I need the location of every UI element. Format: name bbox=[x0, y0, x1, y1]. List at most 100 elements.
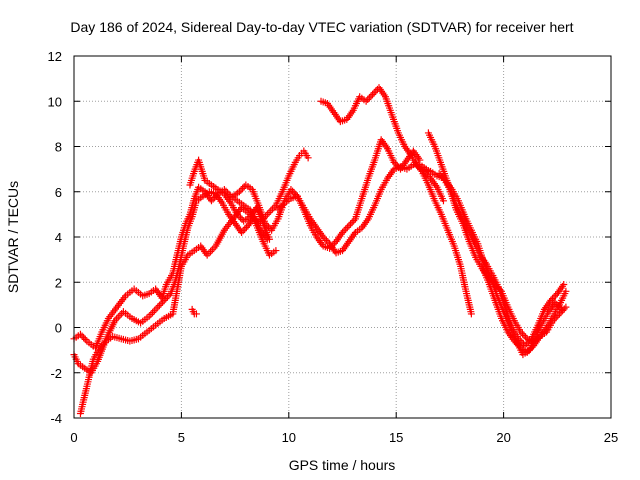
series-11 bbox=[435, 170, 566, 359]
data-point bbox=[160, 296, 168, 304]
data-point-fill bbox=[242, 223, 250, 231]
x-tick-label: 20 bbox=[496, 430, 510, 445]
data-point-fill bbox=[155, 301, 163, 309]
data-point bbox=[517, 328, 525, 336]
y-axis-label: SDTVAR / TECUs bbox=[5, 181, 21, 293]
data-point-fill bbox=[523, 340, 531, 348]
x-tick-label: 0 bbox=[70, 430, 77, 445]
data-point-fill bbox=[524, 338, 532, 346]
data-point bbox=[233, 210, 241, 218]
data-point bbox=[439, 197, 447, 205]
data-point-fill bbox=[324, 238, 332, 246]
data-point-fill bbox=[365, 94, 373, 102]
data-point-fill bbox=[241, 225, 249, 233]
data-point-fill bbox=[276, 204, 284, 212]
data-point bbox=[345, 222, 353, 230]
data-point-fill bbox=[553, 300, 561, 308]
data-point-fill bbox=[548, 295, 556, 303]
data-point-fill bbox=[556, 304, 564, 312]
x-tick-label: 15 bbox=[389, 430, 403, 445]
data-point bbox=[235, 188, 243, 196]
data-point-fill bbox=[165, 291, 173, 299]
series-12 bbox=[186, 156, 273, 243]
data-point-fill bbox=[518, 330, 526, 338]
y-tick-label: 6 bbox=[55, 185, 62, 200]
data-point-fill bbox=[520, 331, 528, 339]
data-points bbox=[70, 84, 570, 417]
data-point bbox=[192, 310, 200, 318]
data-point bbox=[558, 305, 566, 313]
data-point-fill bbox=[438, 173, 446, 181]
data-point bbox=[339, 228, 346, 236]
data-point-fill bbox=[152, 305, 160, 313]
y-tick-label: 2 bbox=[55, 275, 62, 290]
data-point-fill bbox=[81, 335, 89, 343]
series-7 bbox=[420, 165, 570, 345]
data-point-fill bbox=[78, 332, 86, 340]
data-point-fill bbox=[321, 235, 329, 243]
data-point-fill bbox=[114, 313, 122, 321]
x-tick-label: 25 bbox=[604, 430, 618, 445]
data-point bbox=[76, 330, 84, 338]
data-point bbox=[238, 228, 246, 236]
data-point-fill bbox=[437, 171, 445, 179]
data-point bbox=[207, 197, 215, 205]
chart-title: Day 186 of 2024, Sidereal Day-to-day VTE… bbox=[70, 19, 573, 35]
data-point bbox=[390, 158, 398, 166]
data-point-fill bbox=[101, 339, 109, 347]
data-point bbox=[562, 287, 570, 295]
data-point bbox=[154, 303, 162, 311]
series-1 bbox=[70, 183, 280, 352]
series-3 bbox=[76, 147, 312, 417]
data-point-fill bbox=[80, 334, 88, 342]
y-tick-label: 12 bbox=[48, 49, 62, 64]
data-point-fill bbox=[340, 227, 348, 235]
data-point-fill bbox=[290, 189, 298, 197]
data-point-fill bbox=[147, 310, 155, 318]
data-point-fill bbox=[239, 227, 247, 235]
series-5 bbox=[274, 161, 430, 257]
series-9 bbox=[412, 158, 475, 318]
data-point bbox=[435, 170, 443, 178]
data-point-fill bbox=[289, 187, 297, 195]
x-axis-label: GPS time / hours bbox=[289, 457, 396, 473]
y-tick-label: 8 bbox=[55, 140, 62, 155]
data-point-fill bbox=[150, 307, 158, 315]
data-point bbox=[551, 299, 559, 307]
data-point-fill bbox=[163, 293, 171, 301]
y-tick-label: -2 bbox=[50, 366, 62, 381]
y-tick-label: 0 bbox=[55, 321, 62, 336]
data-point-fill bbox=[550, 293, 558, 301]
x-tick-label: 10 bbox=[282, 430, 296, 445]
data-point-fill bbox=[348, 218, 356, 226]
series-4 bbox=[229, 136, 424, 252]
data-point-fill bbox=[267, 207, 275, 215]
data-point-fill bbox=[209, 195, 217, 203]
data-point-fill bbox=[370, 89, 378, 97]
data-point-fill bbox=[277, 202, 285, 210]
data-point-fill bbox=[208, 246, 216, 254]
data-point bbox=[319, 233, 327, 241]
data-point-fill bbox=[268, 205, 276, 213]
data-point bbox=[287, 185, 295, 193]
data-point-fill bbox=[440, 175, 448, 183]
data-point-fill bbox=[279, 201, 287, 209]
data-point-fill bbox=[235, 212, 243, 220]
data-point-fill bbox=[207, 247, 215, 255]
data-point-fill bbox=[99, 340, 107, 348]
data-point-fill bbox=[350, 217, 358, 225]
data-point bbox=[560, 281, 568, 289]
axis-ticks: 0 5 10 15 20 25 -4 -2 0 2 4 6 8 10 12 bbox=[48, 49, 619, 445]
grid bbox=[74, 56, 611, 418]
data-point-fill bbox=[239, 184, 247, 192]
data-point-fill bbox=[367, 92, 375, 100]
y-tick-label: 10 bbox=[48, 94, 62, 109]
data-point-fill bbox=[162, 295, 170, 303]
data-point bbox=[304, 154, 312, 162]
data-point-fill bbox=[97, 342, 105, 350]
data-point bbox=[547, 296, 555, 304]
y-tick-label: 4 bbox=[55, 230, 62, 245]
data-point-fill bbox=[265, 209, 273, 217]
series-13 bbox=[188, 305, 200, 318]
